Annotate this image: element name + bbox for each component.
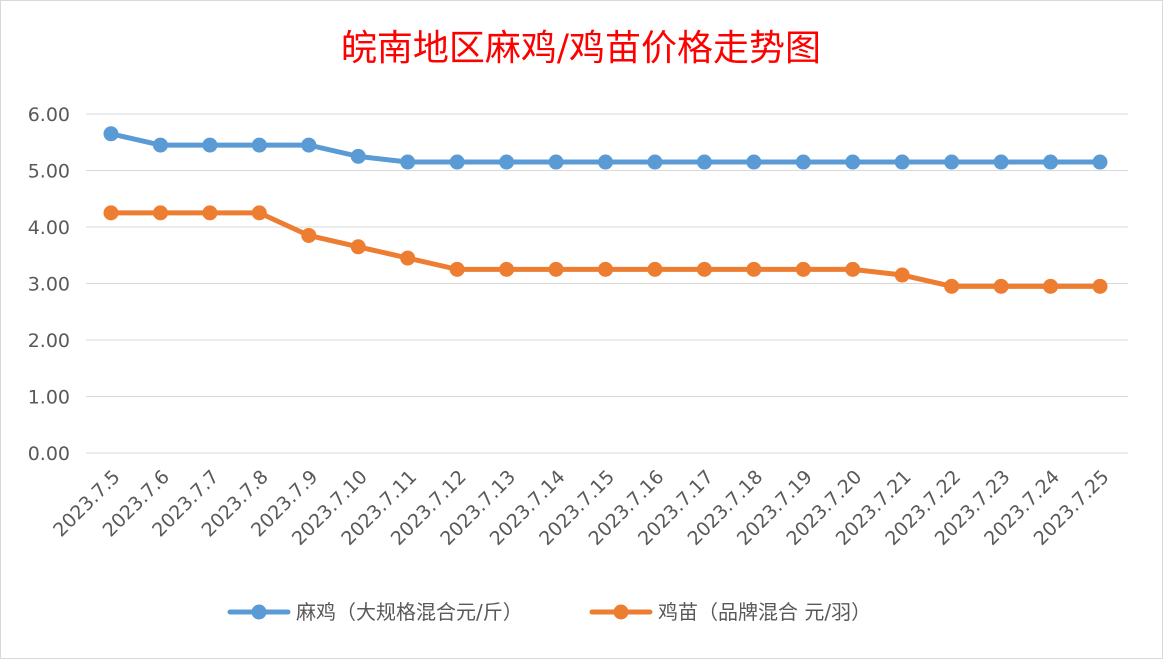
y-tick-label: 4.00 bbox=[28, 217, 70, 239]
legend-item: 鸡苗（品牌混合 元/羽） bbox=[589, 600, 871, 624]
data-point bbox=[202, 137, 218, 153]
data-point bbox=[103, 205, 119, 221]
data-point bbox=[845, 261, 861, 277]
data-point bbox=[894, 154, 910, 170]
data-point bbox=[993, 278, 1009, 294]
y-tick-label: 1.00 bbox=[28, 387, 70, 409]
legend-label: 麻鸡（大规格混合元/斤） bbox=[296, 600, 523, 624]
data-point bbox=[746, 154, 762, 170]
data-point bbox=[301, 227, 317, 243]
data-point bbox=[1043, 154, 1059, 170]
data-point bbox=[103, 126, 119, 142]
series-1 bbox=[103, 126, 1108, 170]
y-tick-label: 2.00 bbox=[28, 330, 70, 352]
data-point bbox=[400, 250, 416, 266]
series-2 bbox=[103, 205, 1108, 294]
data-point bbox=[647, 261, 663, 277]
data-point bbox=[944, 278, 960, 294]
data-point bbox=[944, 154, 960, 170]
data-point bbox=[400, 154, 416, 170]
chart-title: 皖南地区麻鸡/鸡苗价格走势图 bbox=[341, 28, 821, 69]
data-point bbox=[251, 205, 267, 221]
data-point bbox=[598, 261, 613, 277]
data-point bbox=[696, 261, 712, 277]
data-point bbox=[795, 261, 811, 277]
legend-item: 麻鸡（大规格混合元/斤） bbox=[227, 600, 523, 624]
data-point bbox=[499, 261, 515, 277]
data-point bbox=[449, 154, 465, 170]
data-point bbox=[598, 154, 613, 170]
data-point bbox=[449, 261, 465, 277]
data-point bbox=[1092, 278, 1108, 294]
y-axis: 0.00 1.00 2.00 3.00 4.00 5.00 6.00 bbox=[28, 104, 70, 465]
data-point bbox=[152, 205, 168, 221]
data-point bbox=[795, 154, 811, 170]
data-point bbox=[993, 154, 1009, 170]
data-point bbox=[696, 154, 712, 170]
legend-label: 鸡苗（品牌混合 元/羽） bbox=[658, 600, 871, 624]
data-point bbox=[251, 137, 267, 153]
y-tick-label: 0.00 bbox=[28, 443, 70, 465]
data-point bbox=[152, 137, 168, 153]
data-point bbox=[746, 261, 762, 277]
data-point bbox=[548, 261, 564, 277]
y-tick-label: 3.00 bbox=[28, 274, 70, 296]
data-point bbox=[301, 137, 317, 153]
legend: 麻鸡（大规格混合元/斤） 鸡苗（品牌混合 元/羽） bbox=[227, 600, 871, 624]
legend-marker bbox=[251, 604, 267, 620]
data-point bbox=[350, 148, 366, 164]
y-tick-label: 5.00 bbox=[28, 161, 70, 183]
data-point bbox=[894, 267, 910, 283]
series-group bbox=[103, 126, 1108, 294]
data-point bbox=[1092, 154, 1108, 170]
data-point bbox=[1043, 278, 1059, 294]
legend-marker bbox=[613, 604, 629, 620]
data-point bbox=[845, 154, 861, 170]
data-point bbox=[647, 154, 663, 170]
y-tick-label: 6.00 bbox=[28, 104, 70, 126]
x-axis: 2023.7.52023.7.62023.7.72023.7.82023.7.9… bbox=[49, 466, 1113, 550]
data-point bbox=[350, 239, 366, 255]
data-point bbox=[202, 205, 218, 221]
data-point bbox=[499, 154, 515, 170]
gridlines bbox=[86, 113, 1128, 454]
data-point bbox=[548, 154, 564, 170]
